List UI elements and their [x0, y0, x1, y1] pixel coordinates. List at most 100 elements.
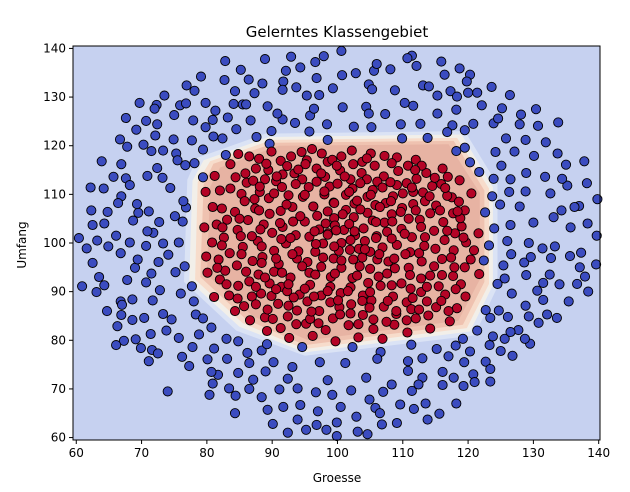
point-s1-318: [446, 252, 457, 263]
point-s0-320: [111, 230, 122, 241]
point-s1-74: [375, 280, 386, 291]
y-tick-label-1: 70: [51, 382, 66, 396]
point-s0-329: [314, 90, 325, 101]
point-s0-123: [434, 408, 445, 419]
point-s0-302: [417, 353, 428, 364]
point-s1-259: [453, 196, 464, 207]
point-s1-289: [452, 206, 463, 217]
plot-area: [72, 45, 603, 442]
point-s0-338: [548, 212, 559, 223]
point-s0-221: [402, 356, 414, 367]
point-s0-363: [251, 131, 262, 143]
point-s0-106: [274, 384, 285, 395]
point-s0-352: [177, 351, 188, 362]
y-tick-label-5: 110: [43, 187, 66, 201]
point-s1-156: [246, 291, 257, 302]
point-s0-379: [261, 339, 273, 350]
point-s0-74: [154, 285, 165, 296]
x-tick-label-4: 100: [326, 446, 349, 460]
point-s1-196: [429, 261, 440, 272]
point-s1-234: [316, 261, 327, 272]
point-s1-250: [358, 223, 369, 234]
point-s0-118: [376, 419, 387, 430]
point-s0-11: [219, 74, 230, 86]
point-s0-13: [439, 69, 450, 80]
point-s1-125: [473, 228, 484, 239]
point-s0-142: [520, 300, 531, 311]
point-s0-43: [197, 144, 209, 155]
point-s1-195: [416, 273, 427, 284]
point-s0-177: [496, 160, 507, 171]
point-s1-153: [224, 248, 235, 259]
point-s1-277: [216, 203, 227, 214]
point-s1-369: [297, 261, 308, 272]
point-s1-308: [271, 171, 282, 182]
point-s1-15: [448, 271, 459, 282]
point-s0-117: [351, 411, 362, 422]
point-s0-34: [217, 133, 228, 144]
point-s0-6: [295, 62, 306, 73]
point-s0-217: [480, 305, 491, 316]
point-s1-138: [244, 315, 256, 326]
point-s1-329: [256, 257, 267, 268]
point-s1-394: [331, 225, 342, 236]
point-s0-42: [168, 134, 179, 145]
point-s0-269: [113, 198, 124, 209]
point-s1-121: [410, 154, 421, 165]
point-s1-322: [382, 295, 393, 306]
point-s1-41: [256, 288, 267, 299]
point-s1-278: [225, 183, 236, 194]
point-s1-364: [389, 263, 400, 274]
point-s0-346: [386, 379, 397, 390]
point-s0-357: [108, 171, 119, 182]
point-s1-199: [425, 208, 436, 219]
point-s1-142: [201, 251, 212, 262]
point-s1-380: [357, 252, 368, 263]
point-s0-158: [579, 271, 591, 282]
point-s0-60: [103, 241, 114, 252]
point-s0-303: [408, 403, 419, 414]
point-s0-105: [256, 392, 267, 403]
point-s1-367: [329, 268, 340, 279]
point-s0-0: [286, 51, 297, 62]
point-s0-277: [189, 85, 200, 96]
point-s0-298: [505, 326, 516, 338]
point-s0-185: [496, 103, 508, 114]
point-s0-41: [150, 130, 161, 141]
point-s1-217: [363, 277, 374, 288]
point-s1-311: [339, 171, 350, 182]
point-s0-359: [158, 145, 169, 156]
point-s1-303: [236, 249, 247, 260]
point-s0-356: [86, 205, 97, 216]
point-s0-77: [188, 296, 199, 307]
point-s0-39: [141, 115, 152, 126]
point-s0-378: [297, 342, 308, 353]
point-s0-311: [166, 314, 177, 325]
point-s0-176: [488, 173, 499, 184]
point-s0-371: [498, 260, 509, 271]
point-s1-136: [284, 332, 295, 343]
point-s1-305: [234, 213, 245, 224]
point-s1-176: [348, 159, 359, 170]
point-s0-45: [146, 146, 157, 157]
point-s0-340: [563, 296, 574, 307]
point-s0-111: [311, 419, 322, 430]
point-s0-116: [352, 426, 363, 437]
point-s1-368: [310, 269, 321, 280]
point-s1-323: [357, 295, 368, 306]
point-s1-167: [449, 262, 460, 273]
point-s0-348: [321, 424, 332, 435]
point-s0-133: [464, 346, 476, 357]
point-s0-124: [420, 398, 431, 409]
point-s1-316: [434, 205, 446, 216]
point-s0-266: [77, 281, 88, 292]
point-s0-23: [249, 88, 260, 99]
point-s1-347: [342, 286, 353, 297]
point-s1-75: [396, 278, 407, 289]
point-s1-267: [353, 319, 364, 330]
point-s0-369: [490, 146, 501, 158]
point-s0-33: [266, 126, 277, 137]
point-s0-199: [322, 134, 333, 145]
point-s1-131: [402, 327, 413, 338]
point-s0-218: [472, 325, 483, 336]
